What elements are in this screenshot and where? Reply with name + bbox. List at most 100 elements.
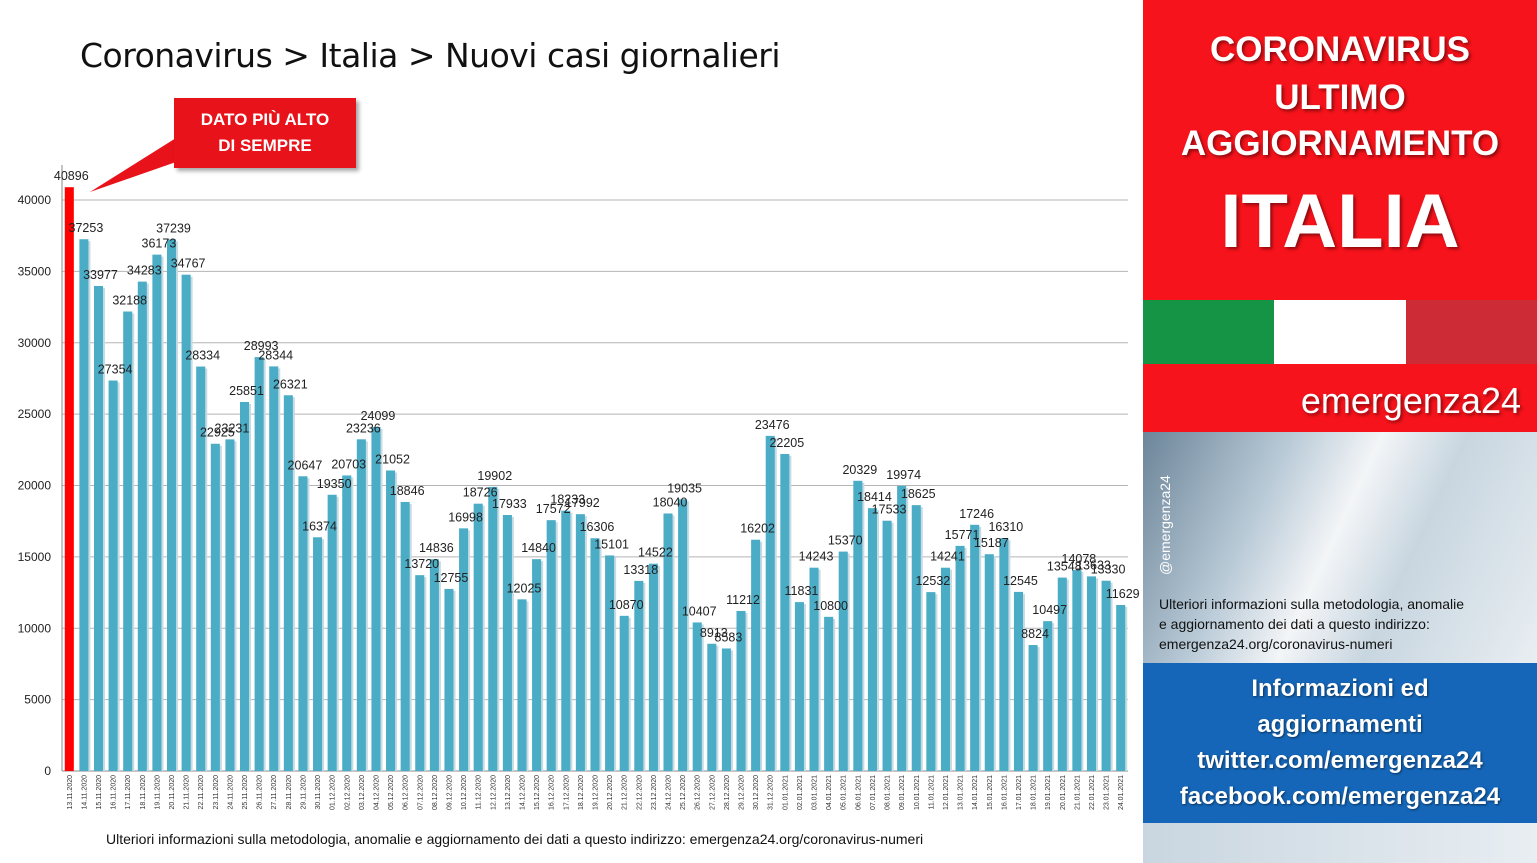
x-tick-label: 18.11.2020 bbox=[140, 775, 147, 810]
data-label: 24099 bbox=[361, 409, 396, 423]
bar bbox=[663, 513, 673, 771]
bar bbox=[444, 588, 454, 771]
x-tick-label: 07.12.2020 bbox=[417, 775, 424, 810]
data-label: 16310 bbox=[988, 520, 1023, 534]
flag-green-stripe bbox=[1143, 300, 1274, 364]
x-tick-label: 11.01.2021 bbox=[928, 775, 935, 810]
x-tick-label: 03.01.2021 bbox=[812, 775, 819, 810]
bar-chart: 0 5000 10000 15000 20000 25000 30000 35000 40000… bbox=[18, 138, 1140, 810]
x-tick-label: 04.12.2020 bbox=[373, 775, 380, 810]
bar bbox=[64, 187, 74, 771]
x-tick-label: 18.01.2021 bbox=[1031, 775, 1038, 810]
bar bbox=[240, 401, 250, 771]
data-label: 8583 bbox=[715, 630, 743, 644]
data-label: 36173 bbox=[142, 237, 177, 251]
bar bbox=[911, 505, 921, 771]
bar bbox=[605, 555, 615, 771]
data-label: 25851 bbox=[229, 384, 264, 398]
data-label: 15771 bbox=[945, 528, 980, 542]
bar bbox=[1028, 645, 1038, 771]
x-tick-label: 06.12.2020 bbox=[403, 775, 410, 810]
data-label: 17572 bbox=[536, 502, 571, 516]
data-label: 32188 bbox=[112, 294, 147, 308]
x-tick-label: 27.11.2020 bbox=[271, 775, 278, 810]
data-label: 14241 bbox=[930, 550, 965, 564]
data-label: 22925 bbox=[200, 426, 235, 440]
data-label: 23476 bbox=[755, 418, 790, 432]
data-label: 34767 bbox=[171, 257, 206, 271]
twitter-link[interactable]: twitter.com/emergenza24 bbox=[1197, 747, 1483, 774]
data-label: 20329 bbox=[842, 463, 877, 477]
bar bbox=[619, 615, 629, 771]
data-label: 16374 bbox=[302, 519, 337, 533]
bar bbox=[502, 515, 512, 771]
data-label: 13330 bbox=[1091, 563, 1126, 577]
bar bbox=[1086, 576, 1097, 771]
x-tick-label: 06.01.2021 bbox=[855, 775, 862, 810]
x-tick-label: 05.12.2020 bbox=[388, 775, 395, 810]
callout-line-2: DI SEMPRE bbox=[218, 136, 312, 155]
note-line-2: e aggiornamento dei dati a questo indiri… bbox=[1159, 616, 1430, 632]
x-tick-label: 21.12.2020 bbox=[622, 775, 629, 810]
data-label: 37253 bbox=[69, 221, 104, 235]
x-tick-label: 19.12.2020 bbox=[593, 775, 600, 810]
bar bbox=[79, 239, 89, 771]
data-label: 13720 bbox=[404, 557, 439, 571]
callout-pointer bbox=[90, 138, 176, 192]
x-tick-label: 14.12.2020 bbox=[519, 775, 526, 810]
data-label: 14836 bbox=[419, 541, 454, 555]
data-label: 28344 bbox=[258, 348, 293, 362]
bar bbox=[488, 486, 498, 771]
bar bbox=[196, 366, 206, 771]
data-label: 18414 bbox=[857, 490, 892, 504]
background-photo bbox=[1143, 432, 1537, 663]
bar bbox=[926, 592, 936, 771]
x-tick-label: 23.12.2020 bbox=[651, 775, 658, 810]
data-label: 12532 bbox=[915, 574, 950, 588]
data-label: 28993 bbox=[244, 339, 279, 353]
flag-red-stripe bbox=[1406, 300, 1537, 364]
bar bbox=[313, 537, 323, 771]
data-label: 16998 bbox=[448, 510, 483, 524]
data-label: 18726 bbox=[463, 486, 498, 500]
data-labels: 40896 37253 33977 27354 32188 34283 36173 37239… bbox=[54, 169, 1140, 644]
data-label: 10870 bbox=[609, 598, 644, 612]
bar bbox=[415, 575, 425, 771]
x-tick-label: 02.12.2020 bbox=[344, 775, 351, 810]
data-label: 20647 bbox=[288, 458, 323, 472]
x-tick-label: 17.11.2020 bbox=[125, 775, 132, 810]
x-tick-label: 12.01.2021 bbox=[943, 775, 950, 810]
bar bbox=[751, 539, 761, 771]
bar bbox=[780, 454, 790, 771]
x-tick-label: 08.12.2020 bbox=[432, 775, 439, 810]
callout-line-1: DATO PIÙ ALTO bbox=[200, 110, 330, 129]
bar bbox=[356, 439, 366, 771]
data-label: 15101 bbox=[594, 537, 629, 551]
bar bbox=[940, 567, 950, 771]
data-label: 18625 bbox=[901, 487, 936, 501]
x-tick-label: 23.11.2020 bbox=[213, 775, 220, 810]
headline-country: ITALIA bbox=[1220, 179, 1460, 264]
x-tick-label: 12.12.2020 bbox=[490, 775, 497, 810]
x-tick-label: 15.01.2021 bbox=[987, 775, 994, 810]
x-tick-label: 27.12.2020 bbox=[709, 775, 716, 810]
x-tick-label: 21.11.2020 bbox=[184, 775, 191, 810]
facebook-link[interactable]: facebook.com/emergenza24 bbox=[1179, 783, 1501, 810]
data-label: 16306 bbox=[580, 520, 615, 534]
bar bbox=[590, 538, 600, 771]
data-label: 16202 bbox=[740, 522, 775, 536]
data-label: 28334 bbox=[185, 349, 220, 363]
x-tick-label: 15.12.2020 bbox=[534, 775, 541, 810]
bar bbox=[342, 475, 352, 771]
bar bbox=[882, 520, 892, 771]
bar bbox=[108, 380, 118, 771]
chart-title: Coronavirus > Italia > Nuovi casi giorna… bbox=[80, 36, 781, 75]
note-line-3[interactable]: emergenza24.org/coronavirus-numeri bbox=[1159, 636, 1393, 652]
bar bbox=[575, 514, 585, 771]
brand-bar: emergenza24 bbox=[1143, 364, 1537, 432]
x-tick-label: 25.12.2020 bbox=[680, 775, 687, 810]
x-tick-label: 26.12.2020 bbox=[695, 775, 702, 810]
bar bbox=[473, 503, 483, 771]
data-label: 13318 bbox=[623, 563, 658, 577]
data-label: 22205 bbox=[769, 436, 804, 450]
